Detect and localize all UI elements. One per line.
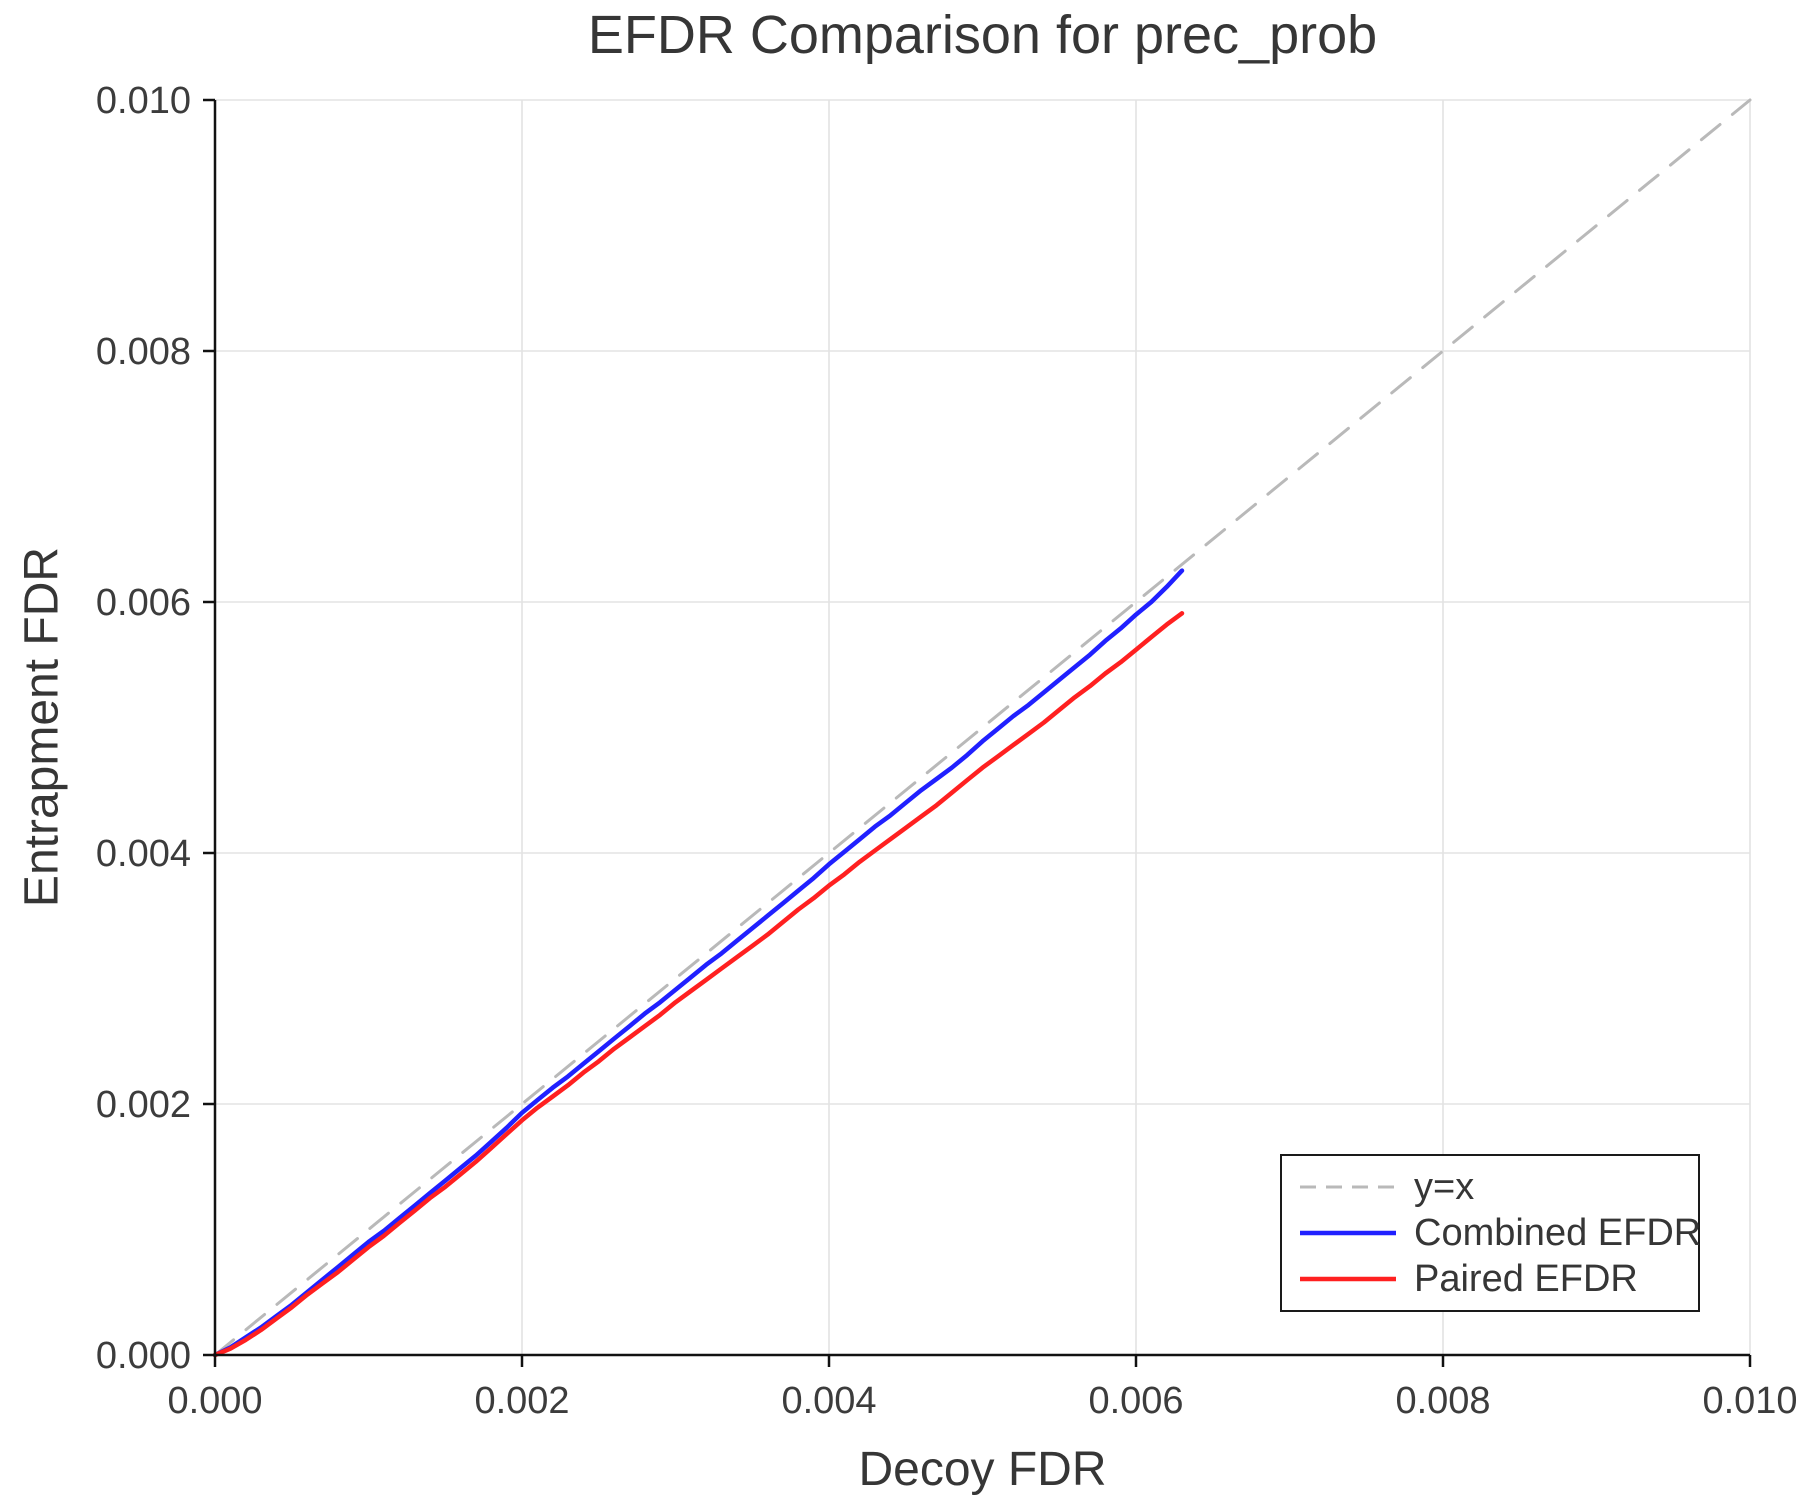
y-tick-label: 0.010 — [96, 80, 191, 122]
legend-label: Combined EFDR — [1414, 1212, 1702, 1254]
legend: y=x Combined EFDR Paired EFDR — [1280, 1154, 1701, 1312]
y-tick-label: 0.004 — [96, 833, 191, 875]
y-tick-label: 0.006 — [96, 582, 191, 624]
legend-item: y=x — [1298, 1164, 1682, 1210]
chart-title: EFDR Comparison for prec_prob — [587, 5, 1378, 65]
y-tick-label: 0.000 — [96, 1335, 191, 1377]
series-line-2 — [212, 611, 1185, 1358]
series-line-0 — [213, 98, 1752, 1357]
series-line-1 — [212, 568, 1185, 1358]
y-tick-label: 0.002 — [96, 1084, 191, 1126]
legend-line-swatch — [1300, 1230, 1396, 1236]
x-tick-label: 0.000 — [167, 1380, 262, 1422]
legend-label: Paired EFDR — [1414, 1258, 1638, 1300]
x-tick-label: 0.004 — [781, 1380, 876, 1422]
x-tick-label: 0.008 — [1395, 1380, 1490, 1422]
legend-line-swatch — [1300, 1276, 1396, 1282]
x-axis-label: Decoy FDR — [858, 1443, 1107, 1496]
x-tick-label: 0.002 — [474, 1380, 569, 1422]
x-tick-label: 0.006 — [1088, 1380, 1183, 1422]
y-tick-label: 0.008 — [96, 331, 191, 373]
y-axis-label: Entrapment FDR — [15, 546, 69, 908]
legend-line-swatch — [1300, 1185, 1396, 1189]
legend-item: Paired EFDR — [1298, 1256, 1682, 1302]
x-tick-label: 0.010 — [1702, 1380, 1797, 1422]
legend-label: y=x — [1414, 1166, 1475, 1208]
legend-item: Combined EFDR — [1298, 1210, 1701, 1256]
